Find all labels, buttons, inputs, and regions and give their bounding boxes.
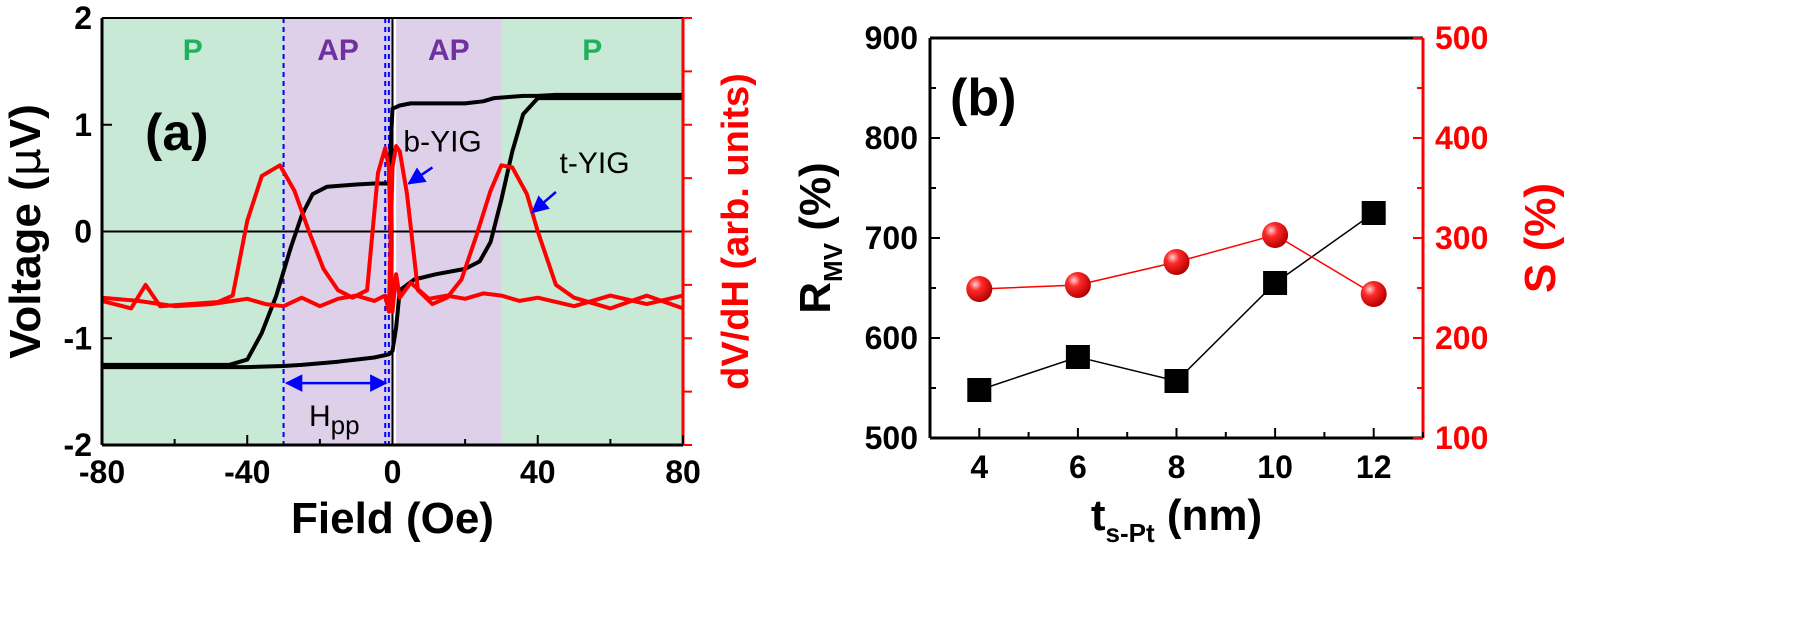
- b-right-tick-label-0: 100: [1435, 420, 1488, 456]
- panel-a-series: [101, 92, 684, 370]
- b-x-tick-label-0: 4: [970, 449, 988, 485]
- b-x-tick-label-4: 12: [1356, 449, 1392, 485]
- series-3-line: [101, 144, 684, 314]
- b-right-tick-label-4: 500: [1435, 20, 1488, 56]
- region-labels-group: P AP AP P: [183, 34, 602, 67]
- s-point-4: [1360, 281, 1387, 307]
- b-y-tick-label-3: 800: [865, 120, 918, 156]
- s-point-0: [966, 276, 993, 302]
- x-tick-label-3: 40: [520, 454, 556, 490]
- dashed-guide-lines: [282, 18, 390, 445]
- b-yig-label: b-YIG: [403, 125, 481, 158]
- panel-b-series: [966, 201, 1387, 402]
- rmv-point-4: [1361, 201, 1386, 225]
- panel-b-y-label: RMV (%): [791, 162, 848, 313]
- x-tick-label-4: 80: [665, 454, 701, 490]
- panel-b-right-ticks: 100 200 300 400 500: [1413, 20, 1488, 456]
- s-point-3: [1262, 222, 1289, 248]
- panel-a-right-label: dV/dH (arb. units): [715, 73, 757, 390]
- x-tick-label-0: -80: [79, 454, 125, 490]
- b-x-tick-label-2: 8: [1168, 449, 1186, 485]
- y-tick-label-2: 0: [74, 214, 92, 250]
- panel-b-right-label: S (%): [1516, 183, 1565, 293]
- b-yig-arrow: [407, 166, 434, 185]
- b-right-tick-label-3: 400: [1435, 120, 1488, 156]
- series-R_MV-line: [979, 212, 1375, 391]
- panel-b-x-label: ts-Pt (nm): [1091, 491, 1262, 548]
- y-tick-label-4: 2: [74, 0, 92, 36]
- panel-a-right-ticks: [683, 17, 692, 446]
- rmv-point-2: [1164, 369, 1189, 393]
- panel-a-x-ticks: -80 -40 0 40 80: [79, 435, 701, 490]
- series-2-line: [101, 146, 684, 314]
- panel-b-y-ticks: 500 600 700 800 900: [865, 20, 940, 456]
- t-yig-label: t-YIG: [560, 147, 630, 180]
- t-yig-arrow: [530, 191, 557, 214]
- panel-b-chart: 4 6 8 10 12 500 600 700 800 900 100 200 300 400 500 …: [791, 20, 1565, 548]
- s-point-2: [1163, 249, 1190, 275]
- region-0-label: P: [183, 34, 203, 67]
- y-tick-label-0: -2: [64, 427, 92, 463]
- rmv-point-1: [1065, 345, 1090, 369]
- b-x-tick-label-1: 6: [1069, 449, 1087, 485]
- b-y-tick-label-1: 600: [865, 320, 918, 356]
- b-y-tick-label-0: 500: [865, 420, 918, 456]
- panel-a-label: (a): [145, 104, 209, 162]
- b-right-tick-label-2: 300: [1435, 220, 1488, 256]
- hpp-label: Hpp: [309, 400, 360, 440]
- b-right-tick-label-1: 200: [1435, 320, 1488, 356]
- region-2-label: AP: [428, 34, 470, 67]
- panel-b-x-ticks: 4 6 8 10 12: [929, 428, 1424, 485]
- region-1-label: AP: [317, 34, 359, 67]
- b-x-tick-label-3: 10: [1257, 449, 1293, 485]
- panel-a-y-label: Voltage (µV): [0, 104, 51, 359]
- x-tick-label-2: 0: [384, 454, 402, 490]
- y-tick-label-3: 1: [74, 107, 92, 143]
- panel-a-x-label: Field (Oe): [291, 494, 494, 543]
- b-y-tick-label-2: 700: [865, 220, 918, 256]
- rmv-point-0: [967, 378, 992, 402]
- y-tick-label-1: -1: [64, 320, 92, 356]
- s-point-1: [1064, 272, 1091, 298]
- region-3-label: P: [582, 34, 602, 67]
- panel-a-chart: P AP AP P -80 -40 0 40 80 -2 -1 0 1 2 Hpp b-YIG t-Y…: [0, 0, 757, 543]
- rmv-point-3: [1263, 271, 1288, 295]
- b-y-tick-label-4: 900: [865, 20, 918, 56]
- panel-a-y-ticks: -2 -1 0 1 2: [64, 0, 112, 463]
- x-tick-label-1: -40: [224, 454, 270, 490]
- panel-b-label: (b): [950, 69, 1016, 127]
